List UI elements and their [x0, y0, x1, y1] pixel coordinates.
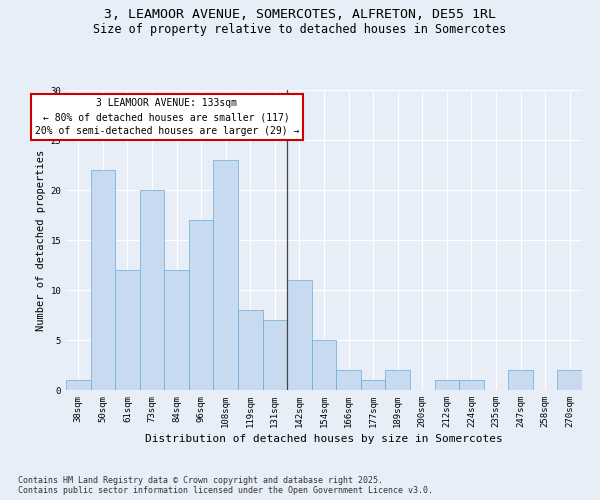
Bar — [361, 380, 385, 390]
Bar — [263, 320, 287, 390]
Text: Size of property relative to detached houses in Somercotes: Size of property relative to detached ho… — [94, 22, 506, 36]
Bar — [508, 370, 533, 390]
Bar — [164, 270, 189, 390]
Bar — [140, 190, 164, 390]
Bar — [238, 310, 263, 390]
Bar — [214, 160, 238, 390]
Bar — [312, 340, 336, 390]
Bar — [115, 270, 140, 390]
Y-axis label: Number of detached properties: Number of detached properties — [36, 150, 46, 330]
Bar — [557, 370, 582, 390]
Text: 3 LEAMOOR AVENUE: 133sqm
← 80% of detached houses are smaller (117)
20% of semi-: 3 LEAMOOR AVENUE: 133sqm ← 80% of detach… — [35, 98, 299, 136]
Text: 3, LEAMOOR AVENUE, SOMERCOTES, ALFRETON, DE55 1RL: 3, LEAMOOR AVENUE, SOMERCOTES, ALFRETON,… — [104, 8, 496, 20]
Bar — [66, 380, 91, 390]
Bar — [459, 380, 484, 390]
Text: Contains HM Land Registry data © Crown copyright and database right 2025.
Contai: Contains HM Land Registry data © Crown c… — [18, 476, 433, 495]
Bar — [91, 170, 115, 390]
Bar — [434, 380, 459, 390]
X-axis label: Distribution of detached houses by size in Somercotes: Distribution of detached houses by size … — [145, 434, 503, 444]
Bar — [287, 280, 312, 390]
Bar — [385, 370, 410, 390]
Bar — [336, 370, 361, 390]
Bar — [189, 220, 214, 390]
